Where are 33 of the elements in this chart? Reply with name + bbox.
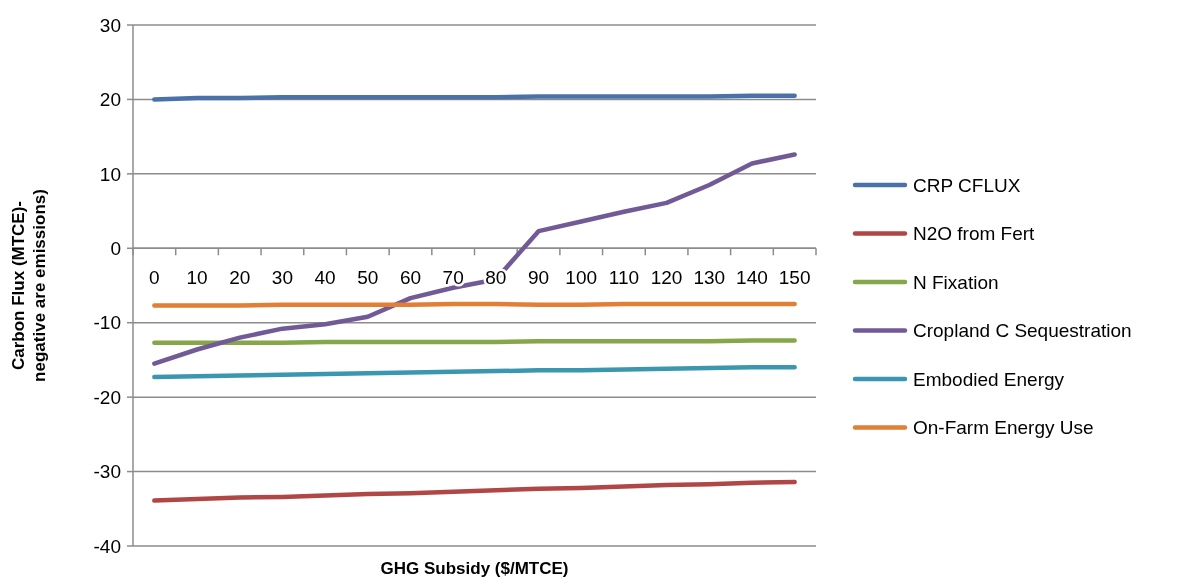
legend-label: N2O from Fert (913, 223, 1036, 245)
x-tick-label: 70 (442, 267, 464, 289)
x-tick-label: 110 (608, 267, 640, 289)
line-series (152, 365, 797, 380)
y-tick-label: -40 (93, 535, 121, 557)
y-tick-label: -20 (93, 386, 121, 408)
y-axis-title: Carbon Flux (MTCE)- negative are emissions) (9, 189, 49, 382)
y-tick-label: 0 (110, 237, 121, 259)
x-tick-label: 120 (650, 267, 683, 289)
y-tick-label: -10 (93, 312, 121, 334)
legend-label: CRP CFLUX (913, 174, 1021, 196)
x-tick-label: 140 (736, 267, 768, 289)
x-tick-label: 90 (527, 267, 550, 289)
y-tick-label: -30 (93, 461, 121, 483)
x-tick-label: 10 (186, 267, 208, 289)
x-tick-label: 30 (271, 267, 293, 289)
x-tick-label: 150 (778, 267, 811, 289)
x-tick-label: 130 (693, 267, 726, 289)
legend-label: On-Farm Energy Use (913, 417, 1094, 439)
x-tick-label: 60 (399, 267, 422, 289)
x-tick-label: 100 (565, 267, 598, 289)
legend-label: N Fixation (913, 271, 999, 293)
legend-label: Embodied Energy (913, 368, 1065, 390)
y-tick-label: 20 (99, 89, 121, 111)
legend-label: Cropland C Sequestration (913, 320, 1132, 342)
x-tick-label: 40 (314, 267, 336, 289)
x-tick-label: 20 (229, 267, 251, 289)
x-tick-label: 0 (149, 267, 160, 289)
y-tick-label: 10 (99, 163, 121, 185)
line-series (152, 479, 797, 503)
x-tick-label: 50 (357, 267, 379, 289)
x-axis-title: GHG Subsidy ($/MTCE) (380, 559, 569, 578)
y-tick-label: 30 (99, 14, 121, 36)
